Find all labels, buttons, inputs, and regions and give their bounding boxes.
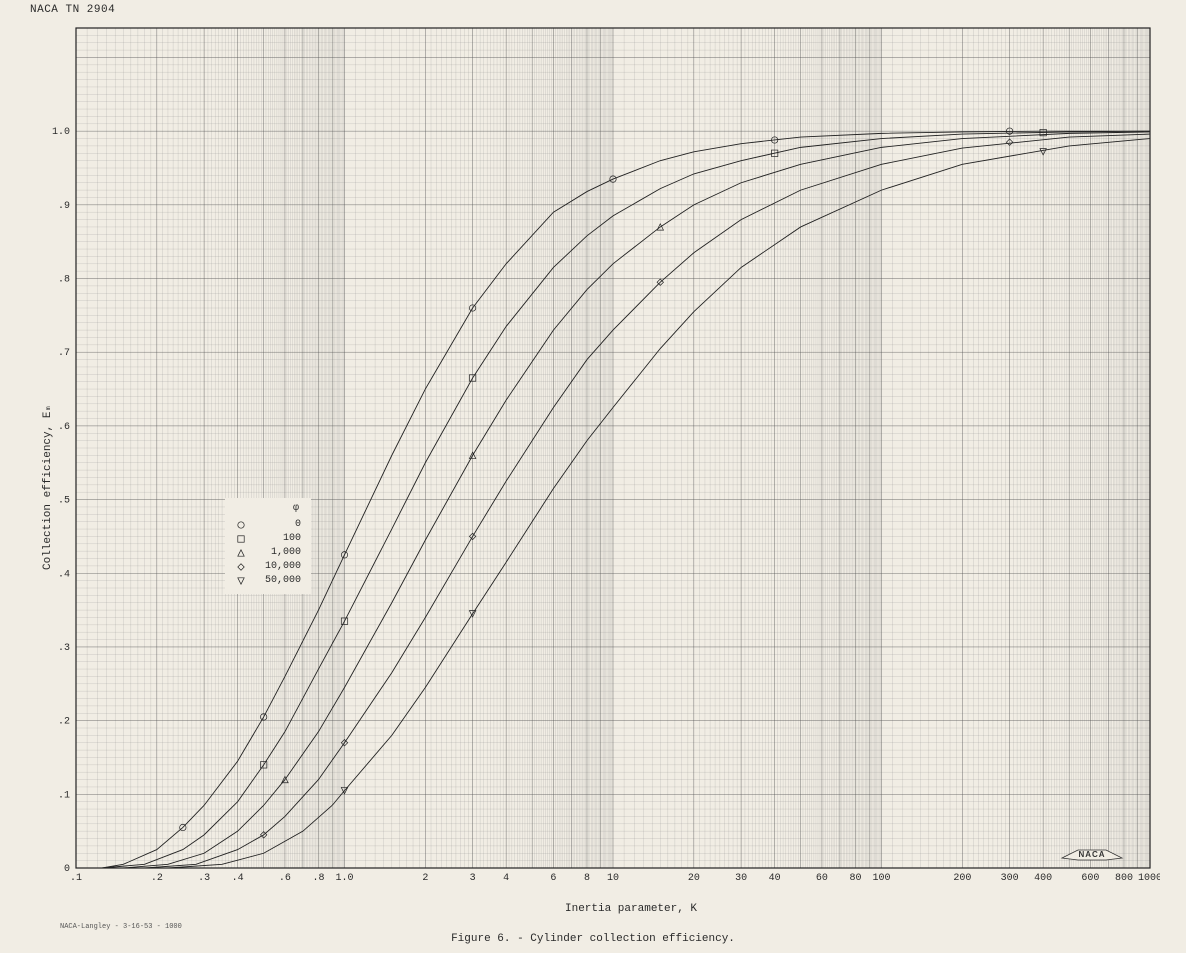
y-tick-label: .1	[58, 790, 70, 801]
x-tick-label: 400	[1034, 873, 1052, 884]
x-tick-label: 1.0	[335, 873, 353, 884]
legend-row: 0	[233, 518, 301, 532]
x-tick-label: 2	[422, 873, 428, 884]
legend-row: 1,000	[233, 546, 301, 560]
x-tick-label: 20	[688, 873, 700, 884]
legend-marker-triangle-up	[233, 546, 249, 560]
legend-marker-diamond	[233, 560, 249, 574]
legend-marker-triangle-down	[233, 574, 249, 588]
x-tick-label: 40	[769, 873, 781, 884]
x-tick-label: .8	[312, 873, 324, 884]
y-tick-label: .5	[58, 496, 70, 507]
legend-marker-circle	[233, 518, 249, 532]
x-tick-label: 6	[550, 873, 556, 884]
legend-title: φ	[233, 502, 301, 516]
footer-note: NACA-Langley - 3-16-53 - 1000	[60, 923, 182, 931]
x-tick-label: 1000	[1138, 873, 1160, 884]
x-tick-label: 600	[1081, 873, 1099, 884]
x-tick-label: .6	[279, 873, 291, 884]
y-tick-label: .9	[58, 201, 70, 212]
x-tick-label: 8	[584, 873, 590, 884]
x-axis-label: Inertia parameter, K	[565, 903, 697, 915]
figure-caption: Figure 6. - Cylinder collection efficien…	[0, 933, 1186, 945]
x-tick-label: .3	[198, 873, 210, 884]
x-tick-label: 200	[953, 873, 971, 884]
x-tick-label: 4	[503, 873, 509, 884]
y-tick-label: .6	[58, 422, 70, 433]
x-tick-label: 800	[1115, 873, 1133, 884]
legend: φ 01001,00010,00050,000	[225, 498, 311, 594]
svg-text:NACA: NACA	[1078, 850, 1105, 859]
x-tick-label: 60	[816, 873, 828, 884]
x-tick-label: .2	[151, 873, 163, 884]
x-tick-label: .1	[70, 873, 82, 884]
legend-row: 50,000	[233, 574, 301, 588]
y-tick-label: .2	[58, 717, 70, 728]
x-tick-label: 3	[470, 873, 476, 884]
legend-row: 100	[233, 532, 301, 546]
legend-marker-square	[233, 532, 249, 546]
chart-svg: .1 .2 .3 .4 .6 .8 1.0 2 3 4 6 8 10 20 30 40 60 80 100 200 30…	[40, 18, 1160, 918]
legend-label: 1,000	[249, 546, 301, 560]
legend-label: 50,000	[249, 574, 301, 588]
y-tick-label: .3	[58, 643, 70, 654]
x-tick-label: .4	[232, 873, 244, 884]
y-tick-label: .8	[58, 275, 70, 286]
x-tick-label: 10	[607, 873, 619, 884]
x-tick-label: 80	[849, 873, 861, 884]
x-tick-label: 300	[1001, 873, 1019, 884]
x-tick-label: 30	[735, 873, 747, 884]
legend-row: 10,000	[233, 560, 301, 574]
y-tick-label: .4	[58, 569, 70, 580]
y-tick-label: 0	[64, 864, 70, 875]
legend-label: 10,000	[249, 560, 301, 574]
document-header: NACA TN 2904	[30, 4, 115, 16]
legend-label: 100	[249, 532, 301, 546]
y-tick-label: .7	[58, 348, 70, 359]
legend-label: 0	[249, 518, 301, 532]
y-axis-label: Collection efficiency, Eₘ	[40, 405, 54, 570]
y-tick-label: 1.0	[52, 127, 70, 138]
x-tick-label: 100	[872, 873, 890, 884]
